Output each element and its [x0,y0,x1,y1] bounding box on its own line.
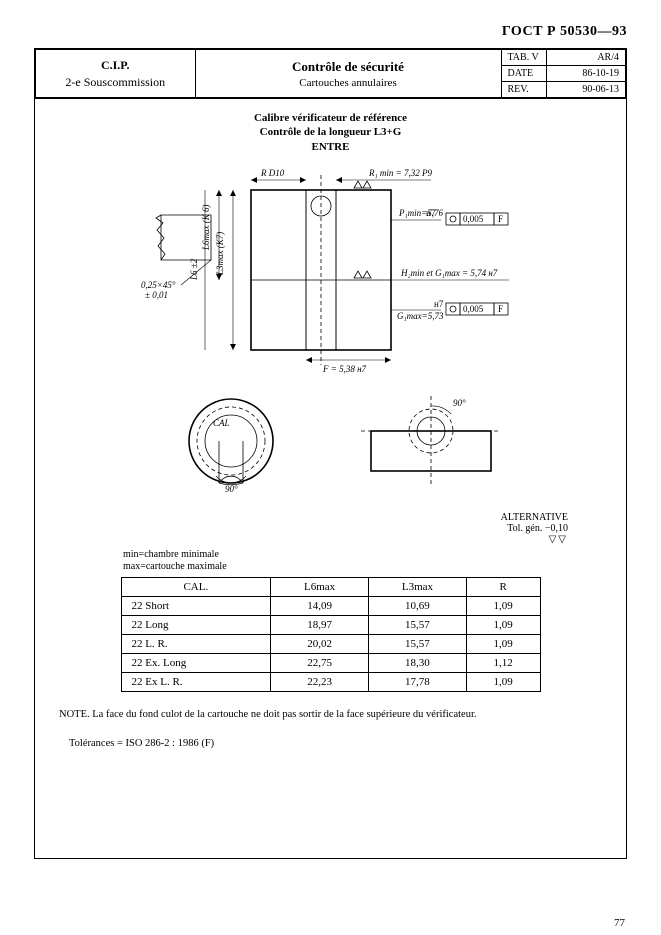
table-cell: 15,57 [369,634,467,653]
table-cell: 17,78 [369,672,467,691]
svg-text:H₂min et G₁max = 5,74 н7: H₂min et G₁max = 5,74 н7 [400,268,498,278]
svg-text:н7: н7 [426,208,436,218]
header-title: Contrôle de sécurité Cartouches annulair… [195,49,501,98]
svg-text:L6max (K 6): L6max (K 6) [201,204,211,251]
table-cell: 1,09 [466,672,540,691]
date-value: 86-10-19 [546,66,626,82]
table-cell: 22 Long [121,615,271,634]
table-cell: 1,09 [466,615,540,634]
table-cell: 22,75 [271,653,369,672]
svg-text:± 0,01: ± 0,01 [145,290,168,300]
table-cell: 1,09 [466,634,540,653]
svg-text:0,25×45°: 0,25×45° [141,280,176,290]
header-table: C.I.P. 2-e Souscommission Contrôle de sé… [34,48,627,99]
table-cell: 10,69 [369,596,467,615]
body-frame: Calibre vérificateur de référence Contrô… [34,99,627,859]
svg-text:н7: н7 [434,299,444,309]
drawing-title: Calibre vérificateur de référence Contrô… [53,111,608,154]
svg-text:R₁ min = 7,32 P9: R₁ min = 7,32 P9 [368,168,432,178]
date-label: DATE [501,66,546,82]
table-cell: 1,12 [466,653,540,672]
svg-text:F = 5,38 н7: F = 5,38 н7 [322,364,367,374]
tab-label: TAB. V [501,49,546,66]
svg-text:L6 ±2: L6 ±2 [189,258,199,281]
table-row: 22 Short14,0910,691,09 [121,596,540,615]
table-cell: 20,02 [271,634,369,653]
svg-text:CAL: CAL [213,418,230,428]
svg-text:90°: 90° [225,484,238,494]
page-number: 77 [614,917,625,929]
table-cell: 1,09 [466,596,540,615]
svg-text:L3max (K7): L3max (K7) [215,232,225,276]
svg-text:F: F [498,304,503,314]
caliber-table: CAL.L6maxL3maxR 22 Short14,0910,691,0922… [121,577,541,692]
table-row: 22 Ex. Long22,7518,301,12 [121,653,540,672]
rev-label: REV. [501,82,546,99]
table-cell: 22 L. R. [121,634,271,653]
svg-text:G₁max=5,73: G₁max=5,73 [397,311,444,321]
table-row: 22 Ex L. R.22,2317,781,09 [121,672,540,691]
svg-text:0,005: 0,005 [463,214,484,224]
table-row: 22 L. R.20,0215,571,09 [121,634,540,653]
table-cell: 22,23 [271,672,369,691]
table-cell: 22 Short [121,596,271,615]
table-cell: 22 Ex. Long [121,653,271,672]
lower-views: CAL 90° 90° [53,386,608,506]
svg-text:R D10: R D10 [260,168,285,178]
rev-value: 90-06-13 [546,82,626,99]
svg-text:F: F [498,214,503,224]
minmax-legend: min=chambre minimale max=cartouche maxim… [123,549,608,573]
table-cell: 18,97 [271,615,369,634]
main-drawing: R D10 R₁ min = 7,32 P9 P₁min=5,76 н7 0,0… [53,160,608,380]
table-cell: 14,09 [271,596,369,615]
table-header: CAL. [121,577,271,596]
alternative-label: ALTERNATIVE Tol. gén. −0,10 ▽▽ [53,512,568,545]
tolerances-text: Tolérances = ISO 286-2 : 1986 (F) [69,738,608,749]
table-header: R [466,577,540,596]
svg-text:P₁min=5,76: P₁min=5,76 [398,208,443,218]
table-cell: 18,30 [369,653,467,672]
table-cell: 22 Ex L. R. [121,672,271,691]
note-text: NOTE. La face du fond culot de la cartou… [59,708,608,722]
svg-text:0,005: 0,005 [463,304,484,314]
tab-value: AR/4 [546,49,626,66]
table-row: 22 Long18,9715,571,09 [121,615,540,634]
svg-text:90°: 90° [453,398,466,408]
table-header: L3max [369,577,467,596]
table-cell: 15,57 [369,615,467,634]
document-id: ГОСТ Р 50530—93 [34,24,627,40]
header-org: C.I.P. 2-e Souscommission [35,49,195,98]
table-header: L6max [271,577,369,596]
